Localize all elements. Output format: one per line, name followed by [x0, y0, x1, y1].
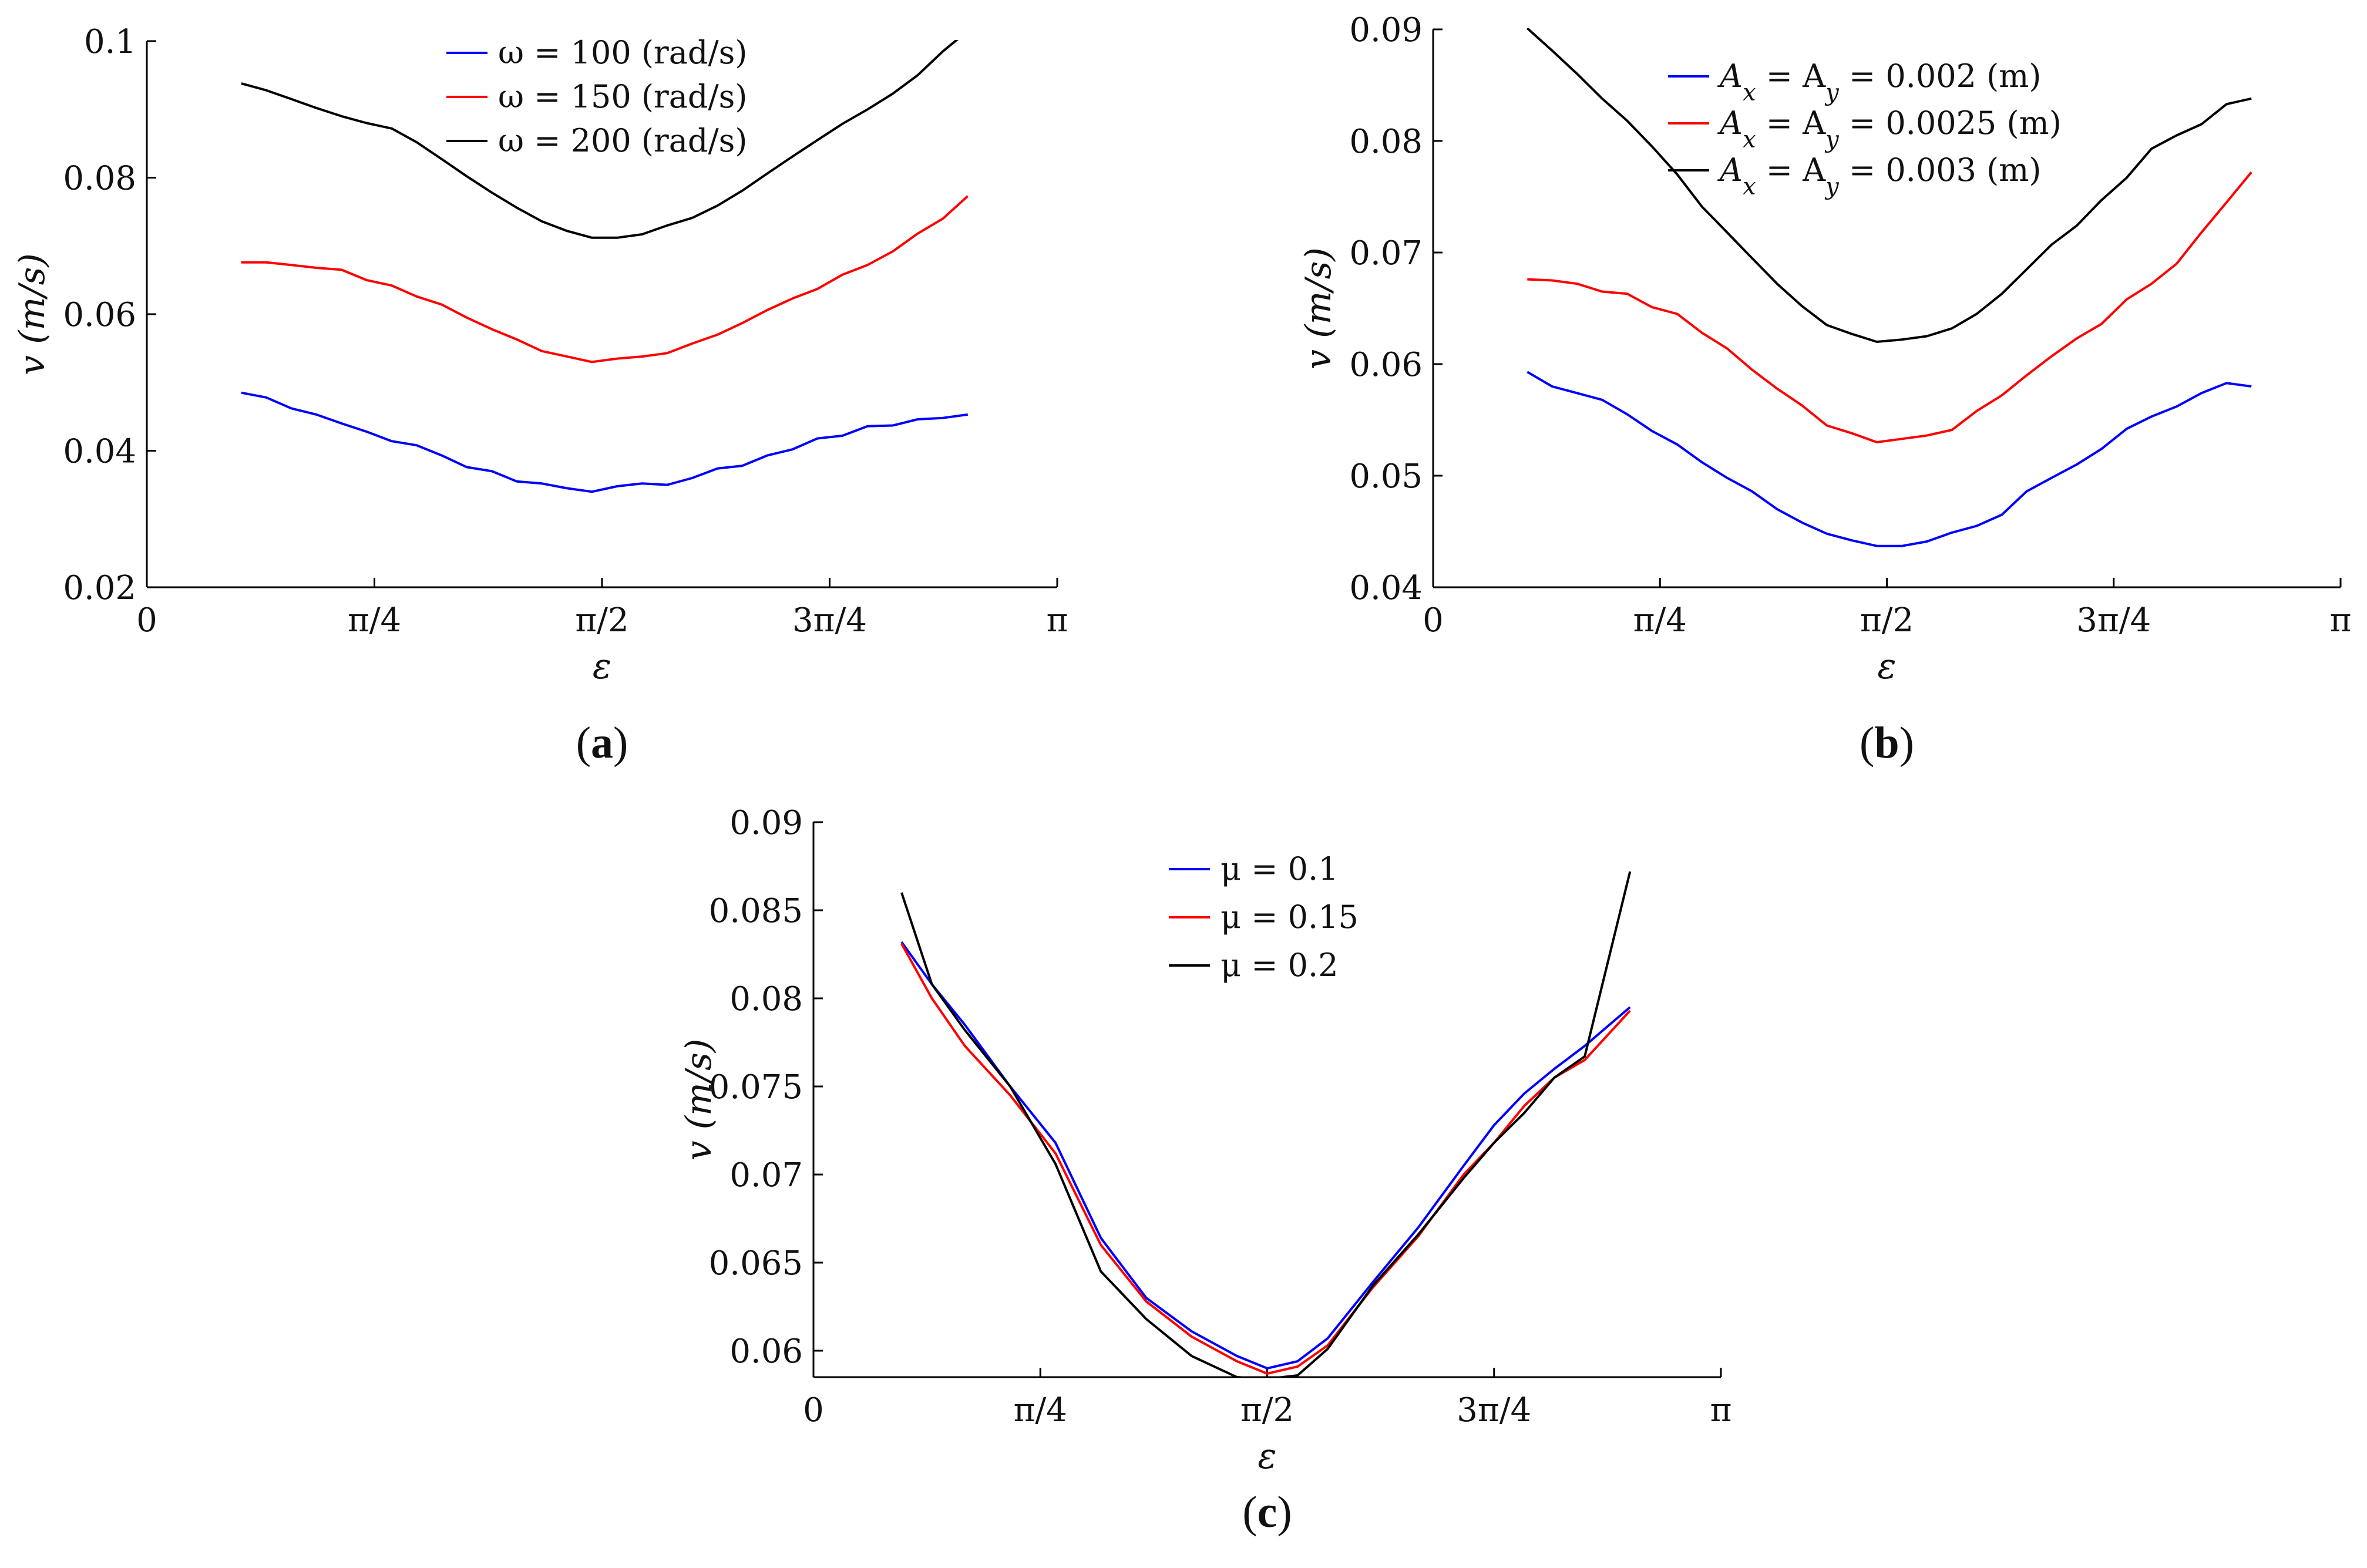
- y-tick-label: 0.06: [729, 1333, 803, 1371]
- series-line-1: [900, 941, 1631, 1370]
- x-tick-label: 3π/4: [2076, 601, 2151, 640]
- x-tick-label: π/2: [575, 601, 628, 640]
- panel-label: (b): [1860, 718, 1914, 768]
- x-tick-label: 3π/4: [792, 601, 867, 640]
- y-axis-label: v (m/s): [678, 1039, 719, 1161]
- x-tick-label: π/2: [1860, 601, 1914, 640]
- panel-label: (c): [1242, 1488, 1292, 1537]
- x-tick-label: π/4: [348, 601, 401, 640]
- y-tick-label: 0.08: [729, 980, 803, 1018]
- y-tick-label: 0.09: [1349, 11, 1423, 49]
- x-axis-label: ε: [593, 646, 611, 687]
- x-axis-label: ε: [1877, 646, 1896, 687]
- legend-entry: μ = 0.2: [1221, 947, 1339, 984]
- series-line-1: [241, 391, 968, 493]
- y-tick-label: 0.085: [709, 892, 803, 930]
- y-tick-label: 0.06: [1349, 346, 1423, 384]
- legend-entry: ω = 100 (rad/s): [498, 34, 747, 71]
- y-axis-label: v (m/s): [1298, 247, 1339, 369]
- x-tick-label: π: [1710, 1391, 1732, 1429]
- series-line-2: [241, 195, 969, 364]
- y-tick-label: 0.02: [63, 569, 136, 607]
- x-tick-label: π: [1047, 601, 1068, 640]
- y-tick-label: 0.05: [1349, 457, 1423, 496]
- panel-a: 0.02 0.04 0.06 0.08 0.1 0 π/4 π/2 3π/4 π ε v (m/s) ω…: [12, 23, 1068, 768]
- y-tick-label: 0.075: [709, 1068, 803, 1106]
- panel-label: (a): [576, 718, 628, 768]
- series-line-2: [900, 943, 1631, 1375]
- panel-c: 0.06 0.065 0.07 0.075 0.08 0.085 0.09 0 π/4 π/2 3π…: [678, 804, 1731, 1537]
- legend-entry: Ax = Ay = 0.002 (m): [1717, 58, 2041, 106]
- legend-entry: Ax = Ay = 0.003 (m): [1717, 152, 2041, 200]
- y-tick-label: 0.08: [1349, 123, 1423, 161]
- x-tick-label: 0: [1423, 601, 1444, 640]
- series-line-3: [1526, 28, 2252, 343]
- y-tick-label: 0.09: [729, 804, 803, 842]
- y-tick-label: 0.07: [729, 1156, 803, 1194]
- y-tick-label: 0.1: [84, 23, 136, 61]
- series-line-1: [1527, 371, 2252, 547]
- series-line-2: [1527, 171, 2252, 443]
- x-tick-label: 0: [803, 1391, 824, 1429]
- legend-entry: ω = 200 (rad/s): [498, 122, 747, 159]
- y-tick-label: 0.07: [1349, 234, 1423, 272]
- y-tick-label: 0.04: [63, 433, 136, 471]
- y-tick-label: 0.06: [63, 296, 136, 334]
- series-line-3: [241, 40, 959, 239]
- y-axis-label: v (m/s): [12, 253, 53, 375]
- x-tick-label: 0: [136, 601, 157, 640]
- x-tick-label: π/4: [1014, 1391, 1067, 1429]
- y-tick-label: 0.065: [709, 1244, 803, 1283]
- x-tick-label: π/2: [1240, 1391, 1294, 1429]
- x-tick-label: π: [2330, 601, 2352, 640]
- legend-entry: μ = 0.15: [1221, 899, 1359, 936]
- series-line-3: [900, 871, 1632, 1377]
- legend-entry: μ = 0.1: [1221, 850, 1339, 887]
- x-axis-label: ε: [1258, 1436, 1276, 1477]
- panel-b: 0.04 0.05 0.06 0.07 0.08 0.09 0 π/4 π/2 3π/4 π ε v (…: [1298, 11, 2351, 768]
- y-tick-label: 0.08: [63, 160, 136, 198]
- legend-entry: Ax = Ay = 0.0025 (m): [1717, 105, 2062, 153]
- x-tick-label: π/4: [1633, 601, 1687, 640]
- y-tick-label: 0.04: [1349, 569, 1423, 607]
- legend-entry: ω = 150 (rad/s): [498, 78, 747, 115]
- x-tick-label: 3π/4: [1457, 1391, 1531, 1429]
